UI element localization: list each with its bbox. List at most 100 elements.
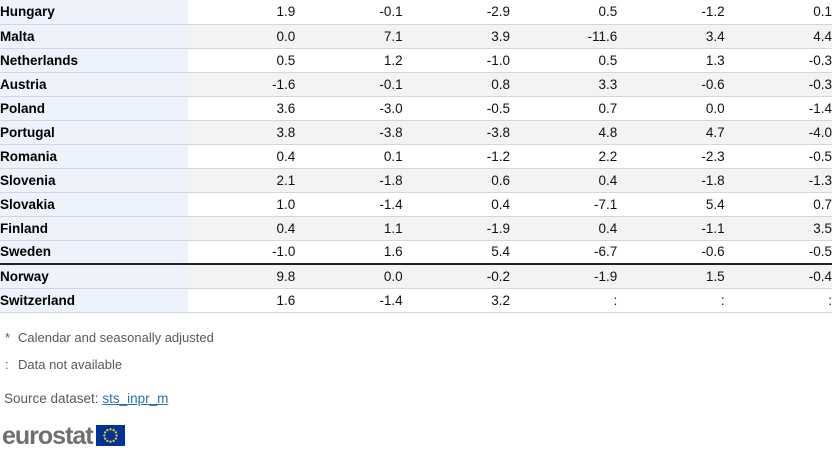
value-cell: -1.9 [509,263,618,289]
value-cell: 4.7 [617,120,725,145]
eu-flag-stars [102,428,118,443]
value-cell: 0.4 [402,192,510,217]
value-cell: 1.1 [295,216,403,241]
value-cell: -0.6 [617,72,725,97]
value-cell: 1.3 [617,48,725,73]
table-footer: * Calendar and seasonally adjusted : Dat… [0,330,832,449]
value-cell: 1.0 [188,192,296,217]
country-cell: Hungary [0,0,188,25]
eu-flag-icon [95,425,125,446]
value-cell: -1.2 [402,144,510,169]
value-cell: -0.1 [295,0,403,25]
table-row: Malta 0.0 7.1 3.9 -11.6 3.4 4.4 [0,24,832,49]
value-cell: 0.1 [724,0,832,25]
value-cell: -11.6 [509,24,618,49]
value-cell: 0.5 [188,48,296,73]
value-cell: -7.1 [509,192,618,217]
data-table: Hungary 1.9 -0.1 -2.9 0.5 -1.2 0.1 Malta 0.0 7.1 3… [0,0,832,313]
value-cell: 3.4 [617,24,725,49]
value-cell: 0.5 [509,48,618,73]
value-cell: : [617,288,725,313]
value-cell: -1.4 [295,288,403,313]
country-cell: Norway [0,263,188,289]
value-cell: -0.2 [402,263,510,289]
value-cell: 1.9 [188,0,296,25]
value-cell: -0.5 [724,240,832,265]
value-cell: 0.6 [402,168,510,193]
value-cell: -3.0 [295,96,403,121]
value-cell: -1.3 [724,168,832,193]
table-row: Austria -1.6 -0.1 0.8 3.3 -0.6 -0.3 [0,72,832,97]
value-cell: 4.8 [509,120,618,145]
value-cell: 0.7 [509,96,618,121]
value-cell: 2.2 [509,144,618,169]
country-cell: Austria [0,72,188,97]
value-cell: 5.4 [402,240,510,265]
value-cell: 3.2 [402,288,510,313]
value-cell: -1.2 [617,0,725,25]
value-cell: 0.4 [188,216,296,241]
country-cell: Malta [0,24,188,49]
value-cell: 0.7 [724,192,832,217]
table-body: Hungary 1.9 -0.1 -2.9 0.5 -1.2 0.1 Malta 0.0 7.1 3… [0,0,832,313]
value-cell: -3.8 [402,120,510,145]
source-dataset-link[interactable]: sts_inpr_m [102,390,169,406]
value-cell: 0.0 [295,263,403,289]
value-cell: 0.4 [509,216,618,241]
value-cell: 4.4 [724,24,832,49]
value-cell: : [724,288,832,313]
country-cell: Romania [0,144,188,169]
value-cell: 3.6 [188,96,296,121]
value-cell: 7.1 [295,24,403,49]
value-cell: -0.5 [724,144,832,169]
source-line: Source dataset: sts_inpr_m [4,391,832,406]
value-cell: 9.8 [188,263,296,289]
table-row: Portugal 3.8 -3.8 -3.8 4.8 4.7 -4.0 [0,120,832,145]
country-cell: Slovakia [0,192,188,217]
country-cell: Slovenia [0,168,188,193]
table-row: Netherlands 0.5 1.2 -1.0 0.5 1.3 -0.3 [0,48,832,73]
value-cell: 1.5 [617,263,725,289]
value-cell: 0.4 [509,168,618,193]
footnote-adjusted: * Calendar and seasonally adjusted [5,330,832,345]
footnote-not-available: : Data not available [5,357,832,372]
country-cell: Finland [0,216,188,241]
table-row: Slovenia 2.1 -1.8 0.6 0.4 -1.8 -1.3 [0,168,832,193]
value-cell: -1.1 [617,216,725,241]
value-cell: -1.8 [295,168,403,193]
table-row: Poland 3.6 -3.0 -0.5 0.7 0.0 -1.4 [0,96,832,121]
value-cell: 0.0 [188,24,296,49]
value-cell: 0.8 [402,72,510,97]
country-cell: Sweden [0,240,188,265]
source-label: Source dataset: [4,390,99,406]
country-cell: Poland [0,96,188,121]
country-cell: Switzerland [0,288,188,313]
value-cell: 3.9 [402,24,510,49]
eurostat-logo-text: eurostat [2,421,94,450]
eurostat-logo: eurostat [2,423,832,449]
value-cell: 0.5 [509,0,618,25]
value-cell: 2.1 [188,168,296,193]
value-cell: -4.0 [724,120,832,145]
value-cell: 0.1 [295,144,403,169]
table-row: Finland 0.4 1.1 -1.9 0.4 -1.1 3.5 [0,216,832,241]
value-cell: 0.4 [188,144,296,169]
table-row: Sweden -1.0 1.6 5.4 -6.7 -0.6 -0.5 [0,240,832,265]
value-cell: -0.5 [402,96,510,121]
table-row: Norway 9.8 0.0 -0.2 -1.9 1.5 -0.4 [0,263,832,289]
value-cell: -6.7 [509,240,618,265]
value-cell: -1.6 [188,72,296,97]
country-cell: Netherlands [0,48,188,73]
value-cell: -1.4 [724,96,832,121]
value-cell: -0.3 [724,48,832,73]
value-cell: -0.6 [617,240,725,265]
value-cell: -0.4 [724,263,832,289]
table-row: Switzerland 1.6 -1.4 3.2::: [0,288,832,313]
value-cell: -2.3 [617,144,725,169]
value-cell: 3.3 [509,72,618,97]
value-cell: -1.0 [402,48,510,73]
value-cell: -1.4 [295,192,403,217]
asterisk-marker: * [5,329,11,345]
value-cell: -1.9 [402,216,510,241]
